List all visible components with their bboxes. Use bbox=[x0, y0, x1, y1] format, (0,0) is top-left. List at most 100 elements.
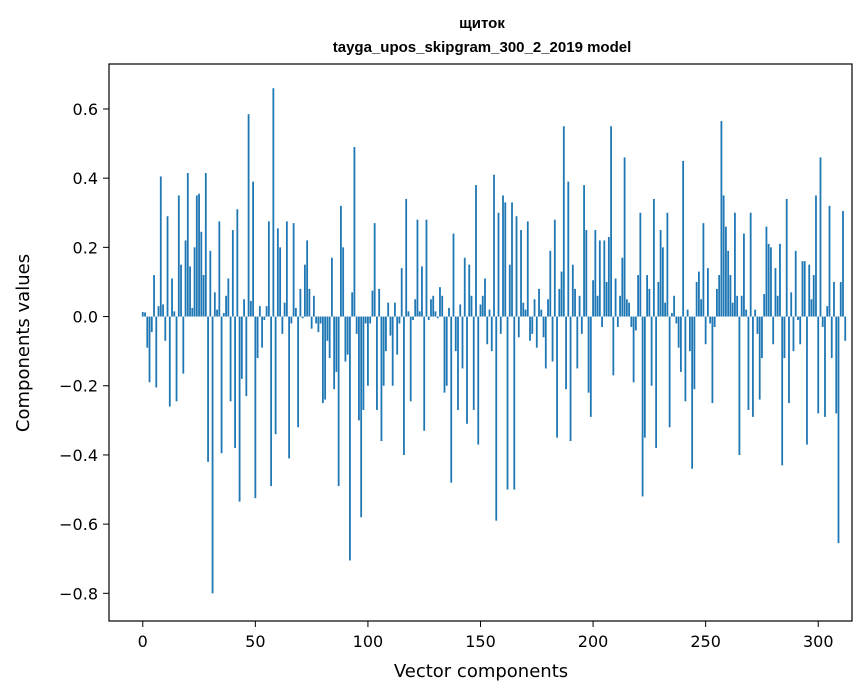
bar-116 bbox=[403, 316, 405, 455]
bar-291 bbox=[797, 316, 799, 321]
bar-227 bbox=[652, 198, 655, 317]
bar-40 bbox=[231, 230, 234, 317]
bar-88 bbox=[340, 205, 342, 317]
bar-120 bbox=[412, 316, 414, 321]
plot-area-frame bbox=[108, 63, 853, 622]
bar-11 bbox=[166, 216, 169, 317]
bar-10 bbox=[164, 316, 167, 341]
bar-283 bbox=[779, 243, 781, 317]
bar-311 bbox=[842, 211, 844, 317]
bar-103 bbox=[373, 223, 376, 317]
bar-17 bbox=[180, 264, 182, 317]
bar-97 bbox=[360, 316, 363, 518]
bar-187 bbox=[562, 126, 565, 317]
bar-168 bbox=[520, 230, 522, 317]
bar-158 bbox=[497, 212, 500, 317]
bar-229 bbox=[657, 281, 660, 317]
bar-192 bbox=[574, 288, 576, 317]
bar-151 bbox=[481, 295, 484, 317]
x-tick-label: 300 bbox=[803, 632, 834, 651]
bar-15 bbox=[175, 316, 178, 402]
bar-32 bbox=[213, 292, 216, 317]
bar-292 bbox=[799, 316, 802, 345]
bar-202 bbox=[596, 295, 599, 317]
bar-236 bbox=[673, 295, 676, 317]
bar-305 bbox=[828, 205, 831, 317]
bar-105 bbox=[378, 288, 381, 317]
bar-225 bbox=[648, 288, 651, 317]
bar-42 bbox=[236, 209, 239, 317]
bar-220 bbox=[637, 275, 640, 317]
bar-182 bbox=[551, 316, 554, 362]
bar-76 bbox=[312, 295, 315, 317]
bar-149 bbox=[477, 316, 480, 445]
bar-252 bbox=[709, 316, 712, 324]
bar-272 bbox=[754, 309, 757, 317]
bar-177 bbox=[540, 309, 543, 317]
bar-163 bbox=[508, 264, 511, 317]
bar-130 bbox=[434, 311, 437, 317]
bar-148 bbox=[475, 185, 477, 317]
bar-190 bbox=[569, 316, 572, 442]
bar-276 bbox=[763, 294, 766, 317]
bar-138 bbox=[452, 233, 455, 317]
bar-200 bbox=[592, 280, 594, 317]
bar-174 bbox=[533, 299, 536, 317]
bar-72 bbox=[303, 264, 306, 317]
bar-50 bbox=[254, 316, 257, 499]
bar-69 bbox=[297, 316, 300, 428]
bar-91 bbox=[346, 316, 349, 355]
bar-78 bbox=[317, 316, 320, 333]
bar-38 bbox=[227, 278, 230, 317]
bar-270 bbox=[749, 212, 752, 317]
bar-62 bbox=[281, 316, 284, 334]
bar-162 bbox=[506, 316, 509, 490]
bar-183 bbox=[553, 219, 556, 317]
bar-184 bbox=[556, 316, 558, 438]
bar-111 bbox=[391, 316, 394, 386]
bar-143 bbox=[463, 257, 466, 317]
bar-205 bbox=[603, 240, 606, 317]
bar-117 bbox=[405, 198, 408, 317]
bar-66 bbox=[290, 316, 293, 324]
bar-255 bbox=[716, 288, 718, 317]
bar-85 bbox=[333, 316, 336, 390]
bar-262 bbox=[731, 302, 734, 317]
bar-6 bbox=[155, 316, 158, 388]
bar-299 bbox=[815, 195, 817, 317]
bar-204 bbox=[601, 316, 603, 327]
bar-206 bbox=[605, 281, 608, 317]
bar-169 bbox=[522, 302, 525, 317]
bar-33 bbox=[216, 309, 218, 317]
bar-286 bbox=[785, 198, 788, 317]
bar-224 bbox=[646, 275, 649, 317]
bar-173 bbox=[531, 316, 534, 334]
bar-275 bbox=[761, 316, 763, 359]
bar-176 bbox=[538, 288, 540, 317]
bar-26 bbox=[200, 231, 203, 317]
bar-266 bbox=[740, 295, 743, 317]
bar-155 bbox=[490, 316, 493, 352]
bar-179 bbox=[544, 316, 547, 369]
bar-243 bbox=[688, 316, 691, 352]
bar-22 bbox=[191, 307, 194, 317]
bar-201 bbox=[594, 230, 597, 317]
bar-39 bbox=[229, 316, 232, 402]
bar-198 bbox=[587, 316, 590, 393]
bar-196 bbox=[583, 185, 585, 317]
bar-259 bbox=[725, 226, 727, 317]
bar-188 bbox=[565, 316, 567, 390]
bar-135 bbox=[445, 316, 448, 386]
bar-44 bbox=[240, 316, 243, 379]
bar-233 bbox=[666, 212, 669, 317]
bar-74 bbox=[308, 288, 311, 317]
bar-309 bbox=[837, 316, 840, 544]
bar-83 bbox=[328, 316, 331, 359]
bar-156 bbox=[493, 174, 495, 317]
bar-145 bbox=[468, 264, 471, 317]
bar-70 bbox=[299, 288, 302, 317]
bar-279 bbox=[770, 247, 772, 317]
bar-36 bbox=[222, 313, 225, 317]
bar-136 bbox=[448, 307, 450, 317]
bar-167 bbox=[517, 316, 520, 338]
